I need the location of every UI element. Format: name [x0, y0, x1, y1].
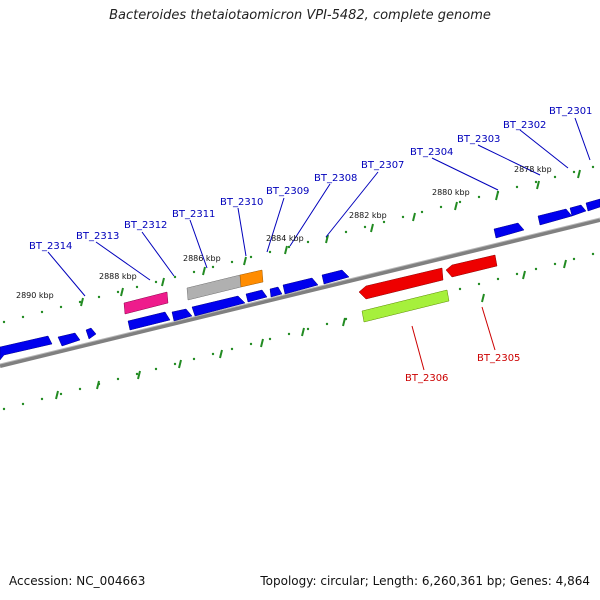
gene-arrow[interactable] [127, 311, 171, 331]
gene-label[interactable]: BT_2311 [172, 209, 215, 220]
gene-arrow[interactable] [445, 254, 498, 278]
feature-green[interactable] [361, 289, 450, 323]
scale-label: 2882 kbp [349, 211, 387, 220]
gene-arrow[interactable] [569, 204, 587, 217]
gene-label[interactable]: BT_2308 [314, 173, 357, 184]
gene-label[interactable]: BT_2312 [124, 220, 167, 231]
gene-label[interactable]: BT_2305 [477, 353, 520, 364]
gene-label[interactable]: BT_2309 [266, 186, 309, 197]
gene-arrow[interactable] [282, 277, 319, 295]
scale-label: 2878 kbp [514, 165, 552, 174]
scale-label: 2888 kbp [99, 272, 137, 281]
gene-label[interactable]: BT_2313 [76, 231, 119, 242]
scale-labels: 2878 kbp 2880 kbp 2882 kbp 2884 kbp 2886… [16, 165, 552, 300]
gene-arrow[interactable] [321, 269, 350, 285]
gene-arrow[interactable] [191, 295, 246, 317]
accession-text: Accession: NC_004663 [9, 574, 146, 588]
outer-scale-dots [2, 165, 595, 324]
scale-label: 2890 kbp [16, 291, 54, 300]
gene-arrow[interactable] [269, 286, 283, 298]
scale-label: 2886 kbp [183, 254, 221, 263]
genome-backbone [0, 218, 600, 368]
gene-label[interactable]: BT_2303 [457, 134, 500, 145]
feature-magenta[interactable] [123, 291, 169, 315]
inner-major-ticks [55, 259, 567, 400]
gene-arrow[interactable] [585, 198, 600, 212]
gene-label[interactable]: BT_2304 [410, 147, 453, 158]
genome-info-text: Topology: circular; Length: 6,260,361 bp… [260, 574, 590, 588]
gene-arrow[interactable] [245, 289, 268, 303]
gene-label[interactable]: BT_2302 [503, 120, 546, 131]
reverse-genes [358, 254, 498, 323]
scale-label: 2880 kbp [432, 188, 470, 197]
map-title: Bacteroides thetaiotaomicron VPI-5482, c… [109, 8, 491, 23]
gene-arrow[interactable] [85, 327, 97, 340]
gene-label[interactable]: BT_2314 [29, 241, 72, 252]
forward-genes [0, 198, 600, 361]
gene-arrow[interactable] [537, 208, 573, 226]
callout-lines [47, 117, 591, 371]
gene-arrow[interactable] [171, 308, 193, 322]
gene-arrow[interactable] [57, 332, 81, 347]
gene-label[interactable]: BT_2307 [361, 160, 404, 171]
gene-label[interactable]: BT_2301 [549, 106, 592, 117]
feature-gray[interactable] [186, 274, 242, 301]
genome-backbone-highlight [0, 217, 600, 365]
gene-label[interactable]: BT_2310 [220, 197, 263, 208]
scale-label: 2884 kbp [266, 234, 304, 243]
gene-label[interactable]: BT_2306 [405, 373, 448, 384]
gene-arrow[interactable] [0, 335, 53, 361]
outer-major-ticks [80, 169, 581, 307]
gene-labels: BT_2301 BT_2302 BT_2303 BT_2304 BT_2307 … [29, 106, 592, 384]
gene-arrow[interactable] [358, 267, 444, 300]
gene-arrow[interactable] [493, 222, 525, 239]
feature-orange[interactable] [239, 269, 264, 288]
